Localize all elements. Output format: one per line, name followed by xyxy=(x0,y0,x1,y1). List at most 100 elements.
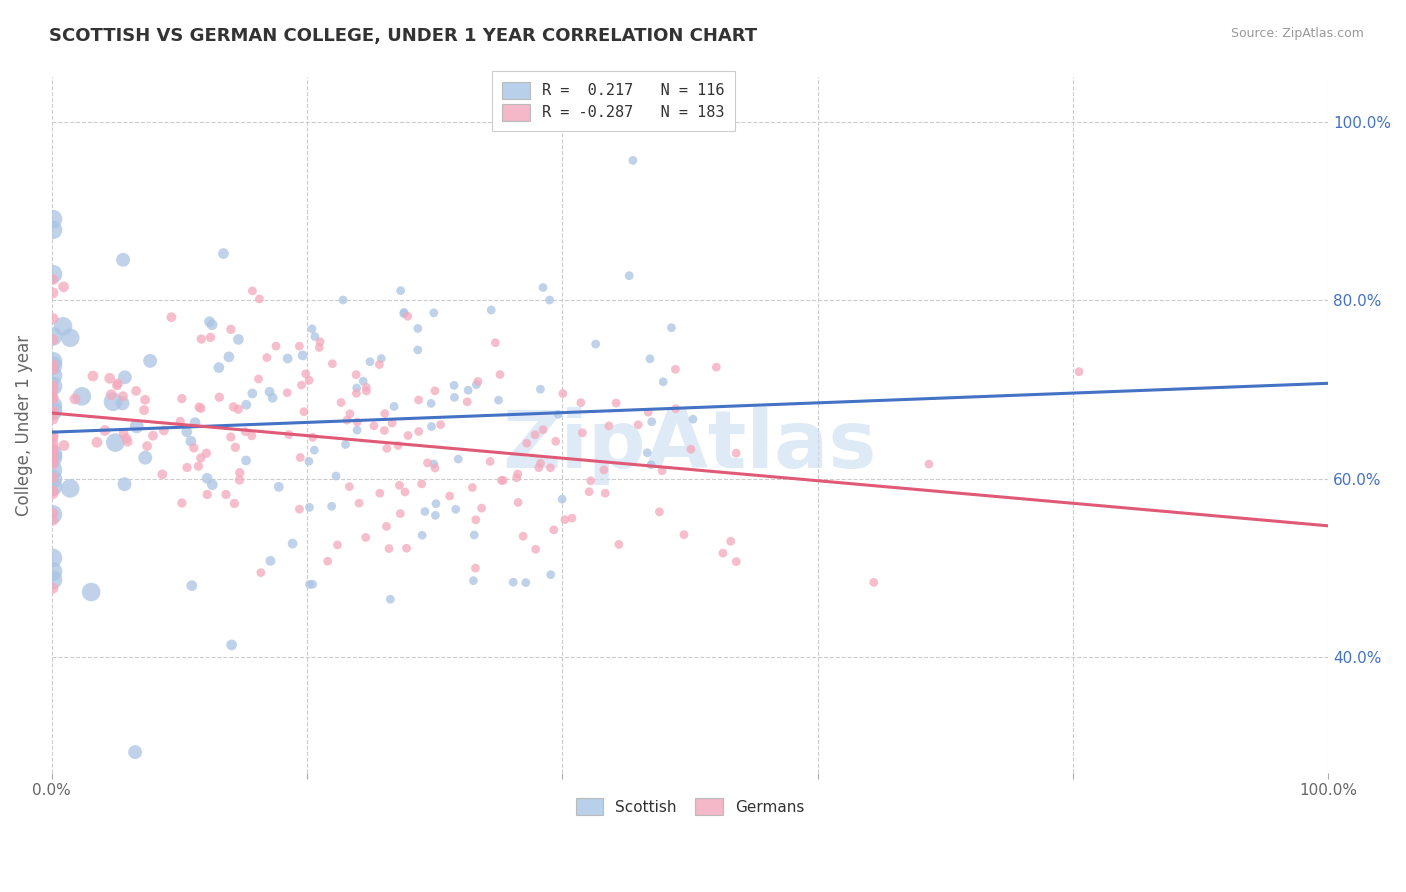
Point xyxy=(335,437,357,451)
Point xyxy=(408,425,430,439)
Point xyxy=(636,446,658,460)
Point xyxy=(420,419,443,434)
Point xyxy=(420,396,443,410)
Point xyxy=(153,424,176,438)
Point xyxy=(180,579,202,593)
Point xyxy=(228,473,250,487)
Point xyxy=(212,246,235,260)
Point xyxy=(725,555,748,569)
Point xyxy=(277,427,299,442)
Point xyxy=(240,386,263,401)
Point xyxy=(346,423,368,437)
Point xyxy=(484,335,506,350)
Point xyxy=(665,401,688,416)
Point xyxy=(219,322,242,336)
Point xyxy=(527,460,550,475)
Point xyxy=(382,400,405,414)
Point xyxy=(42,463,65,477)
Point xyxy=(395,541,418,556)
Point xyxy=(42,508,65,522)
Point xyxy=(288,502,311,516)
Point xyxy=(42,406,65,420)
Point xyxy=(42,513,65,527)
Point xyxy=(53,438,76,452)
Point xyxy=(42,573,65,587)
Point xyxy=(332,293,354,307)
Point xyxy=(208,360,231,375)
Point xyxy=(339,407,361,421)
Point xyxy=(605,396,627,410)
Point xyxy=(42,404,65,418)
Point xyxy=(447,452,470,467)
Point xyxy=(544,434,567,449)
Point xyxy=(100,387,122,401)
Point xyxy=(337,480,360,494)
Point xyxy=(59,482,82,496)
Point xyxy=(387,438,409,452)
Point xyxy=(725,446,748,460)
Point xyxy=(42,404,65,418)
Point xyxy=(918,457,941,471)
Point xyxy=(256,351,278,365)
Point xyxy=(551,386,574,401)
Point xyxy=(465,377,488,392)
Point xyxy=(224,440,246,454)
Point xyxy=(42,384,65,398)
Point xyxy=(298,373,321,387)
Point xyxy=(423,384,446,398)
Point xyxy=(524,542,547,557)
Point xyxy=(267,480,290,494)
Point xyxy=(42,362,65,376)
Point xyxy=(298,577,321,591)
Point xyxy=(392,307,415,321)
Point xyxy=(607,537,630,551)
Point xyxy=(325,469,347,483)
Point xyxy=(423,457,446,471)
Point xyxy=(638,351,661,366)
Point xyxy=(443,390,465,404)
Point xyxy=(396,428,419,442)
Point xyxy=(354,530,377,544)
Point xyxy=(529,456,551,470)
Point xyxy=(423,461,446,475)
Point xyxy=(42,470,65,484)
Point xyxy=(392,305,415,319)
Point xyxy=(218,350,240,364)
Point xyxy=(352,374,374,388)
Point xyxy=(298,500,321,515)
Point xyxy=(105,378,128,392)
Point xyxy=(42,358,65,372)
Point xyxy=(42,333,65,347)
Point xyxy=(201,477,224,491)
Y-axis label: College, Under 1 year: College, Under 1 year xyxy=(15,334,32,516)
Point xyxy=(124,745,146,759)
Point xyxy=(42,390,65,404)
Point xyxy=(538,293,561,307)
Point xyxy=(198,315,221,329)
Point xyxy=(347,496,370,510)
Point xyxy=(229,466,252,480)
Point xyxy=(524,427,547,442)
Point xyxy=(170,496,193,510)
Point xyxy=(292,405,315,419)
Point xyxy=(169,414,191,428)
Point xyxy=(543,523,565,537)
Point xyxy=(439,489,461,503)
Point xyxy=(406,321,429,335)
Point xyxy=(554,513,576,527)
Point xyxy=(370,351,392,366)
Point xyxy=(373,424,395,438)
Point xyxy=(411,528,433,542)
Point xyxy=(540,567,562,582)
Point xyxy=(301,322,323,336)
Point xyxy=(464,561,486,575)
Point xyxy=(221,638,243,652)
Point xyxy=(346,415,368,429)
Legend: Scottish, Germans: Scottish, Germans xyxy=(567,789,814,824)
Text: SCOTTISH VS GERMAN COLLEGE, UNDER 1 YEAR CORRELATION CHART: SCOTTISH VS GERMAN COLLEGE, UNDER 1 YEAR… xyxy=(49,27,758,45)
Point xyxy=(195,471,218,485)
Point xyxy=(276,385,298,400)
Point xyxy=(200,330,222,344)
Point xyxy=(508,495,530,509)
Point xyxy=(862,575,884,590)
